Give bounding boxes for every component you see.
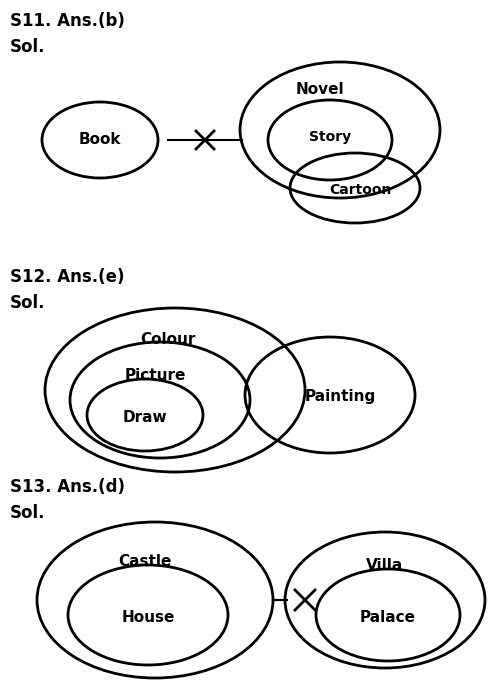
Text: Novel: Novel	[296, 83, 345, 98]
Text: Book: Book	[79, 133, 121, 148]
Text: Cartoon: Cartoon	[329, 183, 391, 197]
Text: Palace: Palace	[360, 611, 416, 626]
Text: S11. Ans.(b): S11. Ans.(b)	[10, 12, 125, 30]
Text: Castle: Castle	[118, 555, 172, 570]
Text: S13. Ans.(d): S13. Ans.(d)	[10, 478, 125, 496]
Text: Villa: Villa	[366, 557, 403, 572]
Text: Sol.: Sol.	[10, 294, 45, 312]
Text: Picture: Picture	[124, 367, 186, 382]
Text: Sol.: Sol.	[10, 38, 45, 56]
Text: Sol.: Sol.	[10, 504, 45, 522]
Text: Story: Story	[309, 130, 351, 144]
Text: Draw: Draw	[123, 410, 167, 426]
Text: Painting: Painting	[304, 389, 376, 404]
Text: House: House	[121, 611, 175, 626]
Text: S12. Ans.(e): S12. Ans.(e)	[10, 268, 125, 286]
Text: Colour: Colour	[140, 333, 196, 348]
